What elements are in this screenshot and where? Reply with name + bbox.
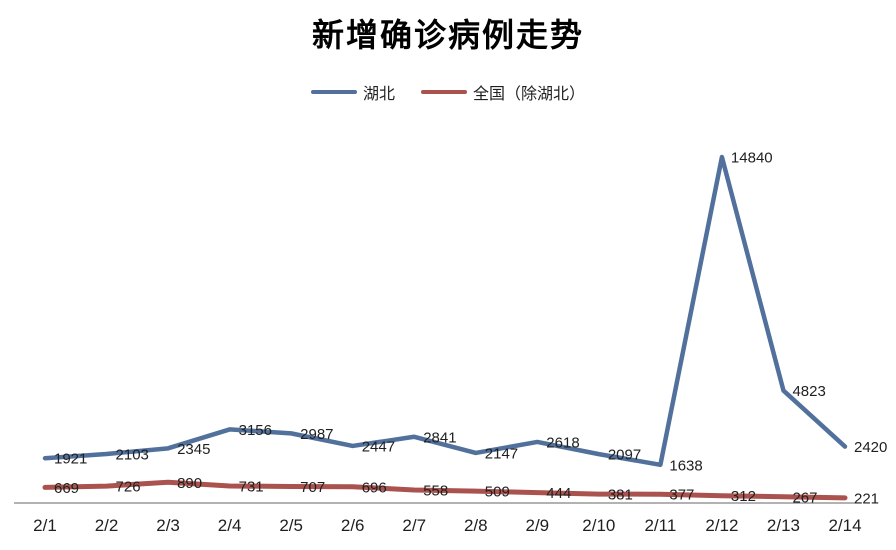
data-label: 3156 [239,422,272,439]
data-label: 1921 [54,451,87,468]
data-label: 14840 [731,150,773,167]
data-label: 2345 [177,441,210,458]
series-line-0 [42,154,848,468]
data-label: 2618 [546,434,579,451]
x-tick-label: 2/1 [33,516,57,535]
x-tick-label: 2/2 [95,516,119,535]
data-label: 381 [608,487,633,504]
data-label: 707 [300,479,325,496]
data-label: 312 [731,488,756,505]
data-label: 2987 [300,426,333,443]
data-label: 1638 [669,457,702,474]
data-label: 669 [54,480,79,497]
data-label: 731 [239,478,264,495]
legend-label-hubei: 湖北 [362,86,395,103]
x-tick-label: 2/9 [525,516,549,535]
data-label: 2447 [362,438,395,455]
x-tick-label: 2/10 [582,516,615,535]
x-tick-label: 2/11 [644,516,676,535]
data-label: 2420 [854,439,887,456]
data-label: 4823 [792,383,825,400]
data-label: 558 [423,482,448,499]
x-tick-label: 2/13 [767,516,800,535]
data-label: 890 [177,475,202,492]
legend-swatch-hubei-icon [310,90,357,94]
x-tick-label: 2/14 [828,516,861,535]
data-label: 2147 [485,445,518,462]
legend-item-national: 全国（除湖北） [421,80,585,104]
x-tick-label: 2/8 [464,516,488,535]
legend-label-national: 全国（除湖北） [473,86,586,103]
x-tick-label: 2/12 [705,516,738,535]
x-tick-label: 2/7 [402,516,426,535]
data-label: 696 [362,479,387,496]
data-label: 2103 [116,446,149,463]
chart-title: 新增确诊病例走势 [311,16,584,54]
data-label: 221 [854,490,879,507]
legend-item-hubei: 湖北 [310,80,395,104]
legend-swatch-national-icon [421,90,467,94]
legend: 湖北 全国（除湖北） [0,80,896,104]
x-tick-label: 2/5 [279,516,303,535]
x-tick-label: 2/6 [341,516,365,535]
data-label: 509 [485,484,510,501]
data-label: 377 [669,487,694,504]
series-line-1 [42,479,848,501]
data-label: 444 [546,485,571,502]
data-label: 2097 [608,447,641,464]
data-label: 726 [116,479,141,496]
data-label: 2841 [423,429,456,446]
data-label: 267 [792,489,817,506]
x-tick-label: 2/3 [156,516,180,535]
x-tick-label: 2/4 [218,516,242,535]
